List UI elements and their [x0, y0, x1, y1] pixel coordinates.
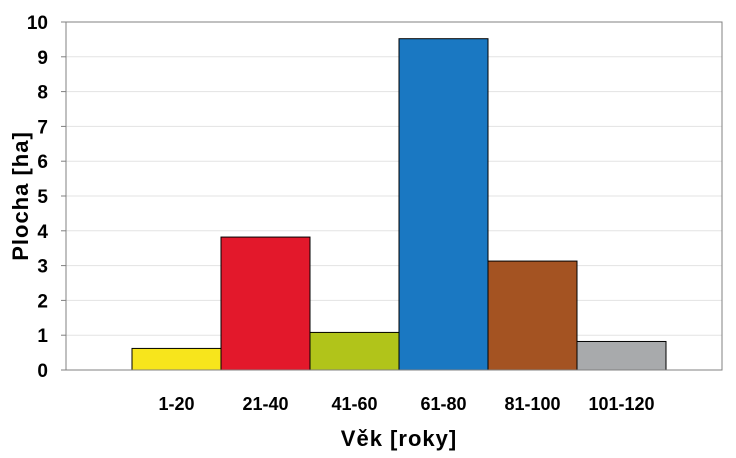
bar-41-60: [309, 331, 400, 371]
y-tick-label: 8: [37, 83, 48, 104]
x-axis-tick-labels: 1-20 21-40 41-60 61-80 81-100 101-120: [158, 394, 654, 414]
bar-81-100: [487, 260, 578, 371]
y-axis-title: Plocha [ha]: [8, 131, 33, 261]
x-axis-title: Věk [roky]: [341, 426, 457, 451]
y-tick-label: 7: [37, 117, 48, 138]
grid-lines: [66, 56, 722, 336]
y-tick-label: 3: [37, 257, 48, 278]
bars: [131, 38, 667, 371]
y-tick-label: 2: [37, 291, 48, 312]
x-tick-label: 41-60: [331, 394, 377, 414]
y-tick-label: 4: [37, 222, 48, 243]
y-tick-label: 1: [37, 326, 48, 347]
x-tick-label: 21-40: [242, 394, 288, 414]
y-tick-label: 5: [37, 187, 48, 208]
bar-61-80: [398, 38, 489, 371]
x-tick-label: 101-120: [588, 394, 654, 414]
y-tick-label: 0: [37, 361, 48, 382]
x-tick-label: 81-100: [504, 394, 560, 414]
y-tick-label: 10: [27, 13, 48, 34]
y-tick-label: 6: [37, 152, 48, 173]
x-tick-label: 1-20: [158, 394, 194, 414]
bar-21-40: [220, 236, 311, 371]
bar-101-120: [576, 340, 667, 371]
bar-1-20: [131, 347, 222, 371]
y-axis-ticks: 0 1 2 3 4 5 6 7 8 9 10: [27, 13, 66, 382]
plot-frame: [65, 21, 723, 371]
y-tick-label: 9: [37, 48, 48, 69]
x-tick-label: 61-80: [420, 394, 466, 414]
